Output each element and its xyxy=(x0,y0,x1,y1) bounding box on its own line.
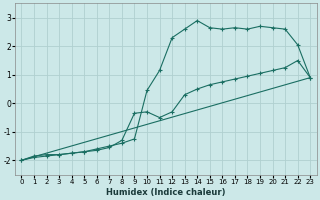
X-axis label: Humidex (Indice chaleur): Humidex (Indice chaleur) xyxy=(106,188,226,197)
